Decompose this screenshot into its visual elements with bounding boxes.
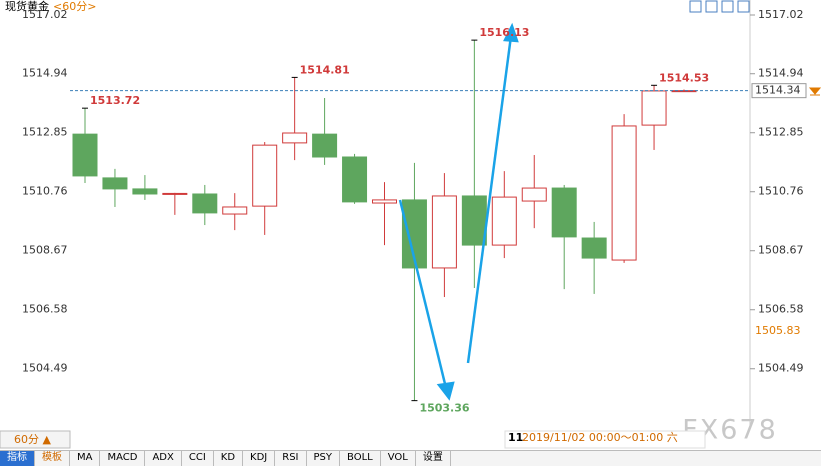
- high-label: 1514.81: [300, 63, 350, 76]
- chart-subtitle: <60分>: [53, 0, 96, 13]
- toolbar-tab[interactable]: MA: [70, 451, 101, 466]
- y-tick-label-right: 1514.94: [758, 67, 804, 80]
- y-tick-label: 1508.67: [22, 244, 68, 257]
- y-tick-label: 1506.58: [22, 303, 68, 316]
- y-tick-label: 1514.94: [22, 67, 68, 80]
- high-label: 1513.72: [90, 94, 140, 107]
- toolbar-tab[interactable]: VOL: [381, 451, 416, 466]
- y-tick-label-right: 1512.85: [758, 126, 804, 139]
- y-tick-label-right: 1508.67: [758, 244, 804, 257]
- marker-price-label: 1505.83: [755, 324, 801, 337]
- toolbar-tab[interactable]: BOLL: [340, 451, 381, 466]
- toolbar-tab[interactable]: CCI: [182, 451, 214, 466]
- toolbar-tab[interactable]: 指标: [0, 451, 35, 466]
- high-label: 1516.13: [479, 26, 529, 39]
- cursor-box: [504, 430, 706, 449]
- candle-body: [252, 144, 278, 207]
- annotation-arrows: [398, 22, 519, 401]
- toolbar-icons[interactable]: [689, 0, 750, 13]
- chart-title: 现货黄金: [5, 0, 49, 13]
- candle-body: [491, 196, 517, 246]
- candle-body: [461, 195, 487, 246]
- cursor-day: 11: [508, 431, 523, 444]
- candle-body: [641, 90, 667, 126]
- candle-body: [551, 187, 577, 238]
- y-tick-label: 1512.85: [22, 126, 68, 139]
- y-tick-label: 1510.76: [22, 185, 68, 198]
- y-tick-label-right: 1504.49: [758, 362, 804, 375]
- y-tick-label-right: 1517.02: [758, 8, 804, 21]
- candle-body: [222, 206, 248, 215]
- cursor-label: 2019/11/02 00:00～01:00 六: [522, 431, 678, 444]
- candle-body: [132, 188, 158, 195]
- candle-body: [102, 177, 128, 190]
- current-price-box: [751, 83, 807, 99]
- current-price-label: 1514.34: [755, 84, 801, 97]
- period-box[interactable]: [0, 430, 71, 449]
- candle-body: [431, 195, 457, 269]
- period-label[interactable]: 60分 ▲: [14, 433, 51, 446]
- toolbar-tab[interactable]: PSY: [307, 451, 341, 466]
- candle-body: [192, 193, 218, 214]
- candle-body: [611, 125, 637, 261]
- toolbar-tab[interactable]: 设置: [416, 451, 451, 466]
- toolbar-tab[interactable]: RSI: [275, 451, 307, 466]
- candle-body: [72, 133, 98, 177]
- toolbar-tab[interactable]: MACD: [100, 451, 146, 466]
- toolbar-tab[interactable]: ADX: [145, 451, 182, 466]
- y-tick-label-right: 1510.76: [758, 185, 804, 198]
- candle-body: [521, 187, 547, 202]
- toolbar-tab[interactable]: KDJ: [243, 451, 276, 466]
- low-label: 1503.36: [419, 402, 469, 415]
- toolbar: 指标 模板 MA MACD ADX CCI KD KDJ RSI PSY BOLL VOL 设置: [0, 450, 821, 466]
- candle-body: [581, 237, 607, 259]
- toolbar-tab[interactable]: 模板: [35, 451, 70, 466]
- y-tick-label: 1504.49: [22, 362, 68, 375]
- y-tick-label: 1517.02: [22, 8, 68, 21]
- chart: 现货黄金 <60分> 1504.49 1504.49 1506.58 1506.58 1…: [0, 0, 821, 449]
- candle-body: [162, 192, 188, 195]
- candle-body: [312, 133, 338, 158]
- candle-body: [342, 156, 368, 203]
- marker-icon: [808, 87, 821, 96]
- candle-body: [282, 132, 308, 144]
- y-tick-label-right: 1506.58: [758, 303, 804, 316]
- candle-body: [372, 199, 397, 204]
- toolbar-tab[interactable]: KD: [214, 451, 244, 466]
- high-label: 1514.53: [659, 71, 709, 84]
